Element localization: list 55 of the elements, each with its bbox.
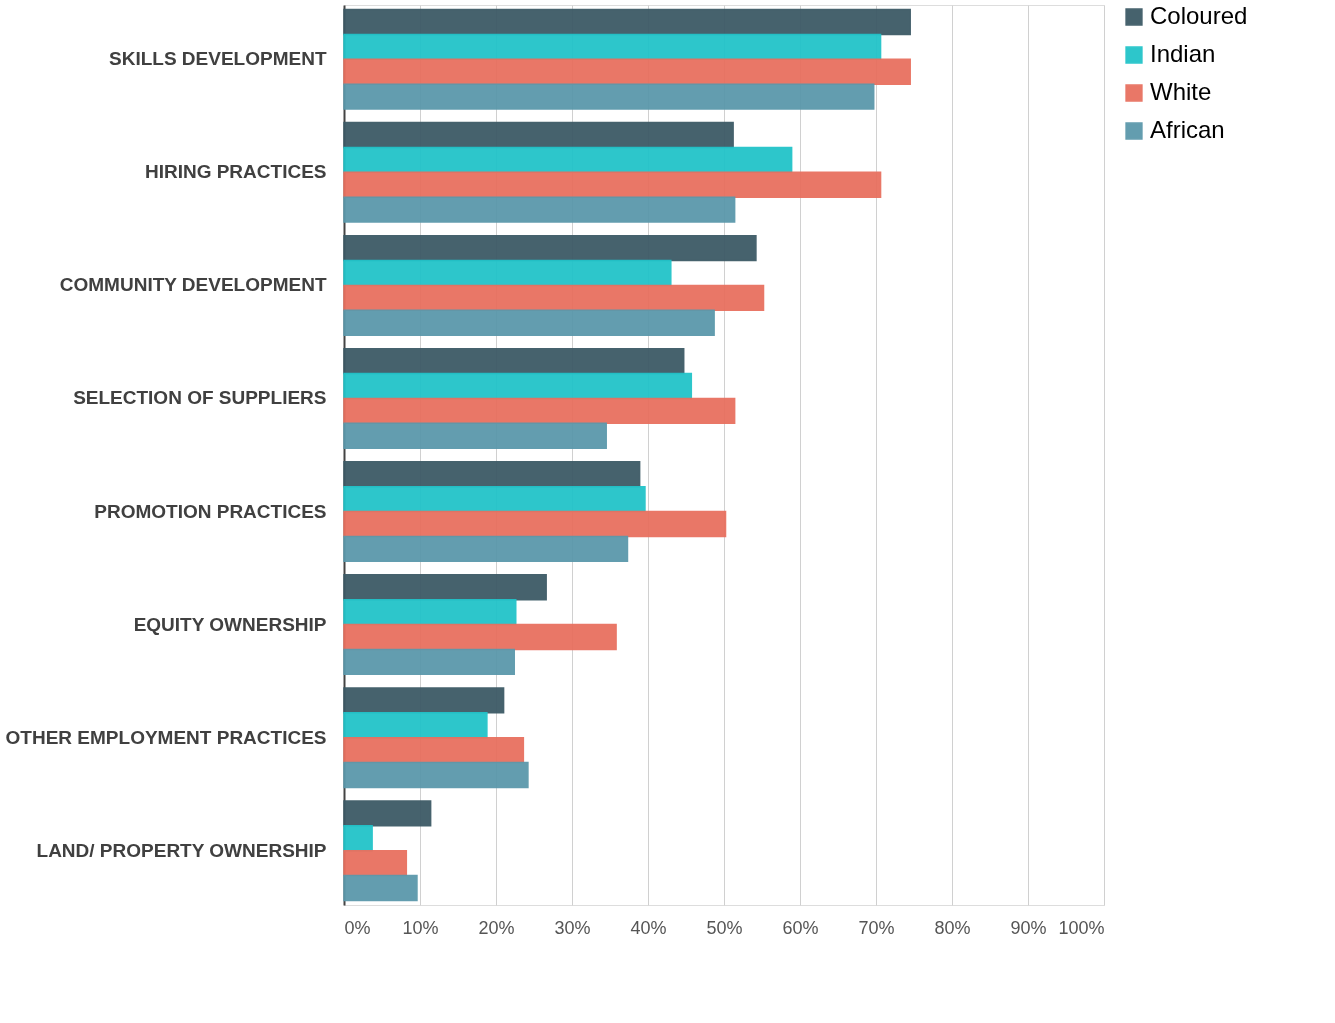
y-tick-label: PROMOTION PRACTICES xyxy=(94,500,327,522)
bar xyxy=(343,121,734,149)
bar xyxy=(343,736,525,764)
x-tick-label: 50% xyxy=(706,917,743,938)
x-tick-label: 10% xyxy=(402,917,439,938)
bar xyxy=(343,485,646,513)
x-tick-label: 90% xyxy=(1010,917,1047,938)
legend-label: White xyxy=(1150,78,1212,105)
bar xyxy=(343,83,875,110)
bar xyxy=(343,510,727,538)
bar xyxy=(343,687,505,714)
y-tick-label: SKILLS DEVELOPMENT xyxy=(109,48,327,70)
bar xyxy=(343,309,715,336)
bar xyxy=(343,535,629,563)
bar xyxy=(343,372,693,400)
x-tick-label: 30% xyxy=(554,917,591,938)
y-tick-label: HIRING PRACTICES xyxy=(144,161,327,183)
bar xyxy=(343,422,607,449)
y-tick-label: COMMUNITY DEVELOPMENT xyxy=(59,274,327,296)
bar xyxy=(343,623,617,651)
y-tick-label: LAND/ PROPERTY OWNERSHIP xyxy=(36,839,327,861)
legend-label: Indian xyxy=(1150,40,1216,67)
bar xyxy=(343,761,529,789)
bar xyxy=(343,196,736,223)
bar xyxy=(343,461,641,488)
bar xyxy=(343,58,911,85)
bar xyxy=(343,648,515,676)
bar xyxy=(343,849,408,877)
bar xyxy=(343,171,882,198)
bar xyxy=(343,347,685,375)
bar xyxy=(343,146,793,174)
legend-label: African xyxy=(1150,116,1225,143)
x-tick-label: 80% xyxy=(934,917,971,938)
y-tick-label: OTHER EMPLOYMENT PRACTICES xyxy=(5,726,327,748)
bar xyxy=(343,825,373,852)
x-tick-label: 20% xyxy=(478,917,515,938)
x-tick-label: 60% xyxy=(782,917,819,938)
bar xyxy=(343,234,757,262)
legend-label: Coloured xyxy=(1150,2,1248,29)
x-tick-label: 40% xyxy=(630,917,667,938)
bar xyxy=(343,33,882,61)
y-tick-label: EQUITY OWNERSHIP xyxy=(133,613,327,635)
bar xyxy=(343,598,517,626)
x-tick-label: 100% xyxy=(1058,917,1105,938)
bar xyxy=(343,574,547,601)
bar xyxy=(343,259,672,287)
bar xyxy=(343,874,418,902)
x-tick-label: 70% xyxy=(858,917,895,938)
y-tick-label: SELECTION OF SUPPLIERS xyxy=(73,387,327,409)
x-tick-label: 0% xyxy=(344,917,371,938)
bar xyxy=(343,284,765,312)
bar xyxy=(343,8,911,36)
bar xyxy=(343,397,736,425)
bar xyxy=(343,712,488,739)
bar xyxy=(343,800,432,827)
